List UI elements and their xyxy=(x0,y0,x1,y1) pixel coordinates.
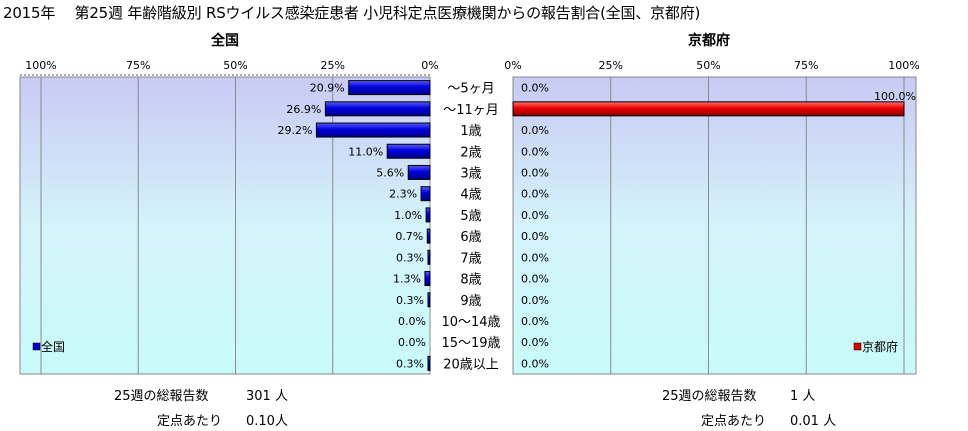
category-label: 4歳 xyxy=(460,188,481,203)
left-total-value: 301 人 xyxy=(246,389,288,404)
left-value-label: 26.9% xyxy=(286,103,321,116)
right-legend-swatch xyxy=(853,342,862,351)
right-value-label: 0.0% xyxy=(521,357,549,370)
right-value-label: 0.0% xyxy=(521,315,549,328)
category-label: ～5ヶ月 xyxy=(447,82,494,97)
right-panel-label: 京都府 xyxy=(688,33,730,49)
left-value-label: 0.3% xyxy=(396,294,424,307)
left-value-label: 0.3% xyxy=(396,357,424,370)
right-value-label: 0.0% xyxy=(521,273,549,286)
right-total-value: 1 人 xyxy=(790,389,816,404)
right-value-label: 0.0% xyxy=(521,82,549,95)
left-total-label: 25週の総報告数 xyxy=(114,389,209,404)
left-value-label: 2.3% xyxy=(389,188,417,201)
left-value-label: 0.3% xyxy=(396,251,424,264)
right-legend-label: 京都府 xyxy=(862,339,898,354)
category-label: 8歳 xyxy=(460,273,481,288)
category-label: 3歳 xyxy=(460,166,481,181)
right-value-label: 0.0% xyxy=(521,336,549,349)
left-bar xyxy=(427,292,431,308)
category-label: 15～19歳 xyxy=(441,336,500,351)
left-value-label: 1.0% xyxy=(394,209,422,222)
right-tick-label: 25% xyxy=(599,59,623,72)
category-label: 20歳以上 xyxy=(443,357,499,372)
right-tick-label: 75% xyxy=(794,59,818,72)
right-per-value: 0.01 人 xyxy=(790,414,837,429)
right-total-label: 25週の総報告数 xyxy=(662,389,757,404)
left-legend-label: 全国 xyxy=(41,339,65,354)
right-value-label: 0.0% xyxy=(521,251,549,264)
category-label: ～11ヶ月 xyxy=(443,103,499,118)
category-label: 9歳 xyxy=(460,294,481,309)
category-label: 5歳 xyxy=(460,209,481,224)
left-bar xyxy=(427,355,431,371)
left-panel-label: 全国 xyxy=(211,33,239,49)
left-tick-label: 50% xyxy=(223,59,247,72)
left-tick-label: 75% xyxy=(126,59,150,72)
right-tick-label: 100% xyxy=(888,59,919,72)
left-tick-label: 25% xyxy=(321,59,345,72)
right-value-label: 0.0% xyxy=(521,188,549,201)
right-value-label: 0.0% xyxy=(521,124,549,137)
left-value-label: 5.6% xyxy=(376,166,404,179)
right-value-label: 0.0% xyxy=(521,294,549,307)
right-tick-label: 0% xyxy=(504,59,521,72)
right-value-label: 0.0% xyxy=(521,230,549,243)
left-value-label: 11.0% xyxy=(348,145,383,158)
chart-title: 2015年 第25週 年齢階級別 RSウイルス感染症患者 小児科定点医療機関から… xyxy=(3,4,701,22)
category-label: 1歳 xyxy=(460,124,481,139)
left-bar xyxy=(424,271,431,287)
left-value-label: 29.2% xyxy=(277,124,312,137)
right-value-label: 0.0% xyxy=(521,145,549,158)
category-label: 10～14歳 xyxy=(441,315,500,330)
left-bar xyxy=(315,122,431,138)
category-label: 2歳 xyxy=(460,145,481,160)
left-bar xyxy=(386,143,431,159)
left-per-label: 定点あたり xyxy=(157,414,223,429)
category-label: 6歳 xyxy=(460,230,481,245)
left-value-label: 20.9% xyxy=(310,82,345,95)
left-bar xyxy=(407,164,431,180)
right-value-label: 100.0% xyxy=(874,90,916,103)
left-value-label: 0.7% xyxy=(395,230,423,243)
right-tick-label: 50% xyxy=(696,59,720,72)
left-value-label: 0.0% xyxy=(398,336,426,349)
left-bar xyxy=(348,80,431,96)
right-value-label: 0.0% xyxy=(521,209,549,222)
left-bar xyxy=(426,228,431,244)
left-tick-label: 0% xyxy=(421,59,438,72)
right-bar xyxy=(512,101,905,117)
right-plot-area xyxy=(512,76,917,375)
left-value-label: 1.3% xyxy=(393,273,421,286)
right-per-label: 定点あたり xyxy=(701,414,767,429)
left-tick-label: 100% xyxy=(25,59,56,72)
left-bar xyxy=(425,207,431,223)
right-value-label: 0.0% xyxy=(521,166,549,179)
left-per-value: 0.10人 xyxy=(246,414,288,429)
left-legend-swatch xyxy=(32,342,41,351)
category-label: 7歳 xyxy=(460,251,481,266)
left-bar xyxy=(427,249,431,265)
left-plot-area xyxy=(19,76,431,375)
left-bar xyxy=(420,186,431,202)
left-bar xyxy=(324,101,431,117)
left-value-label: 0.0% xyxy=(398,315,426,328)
